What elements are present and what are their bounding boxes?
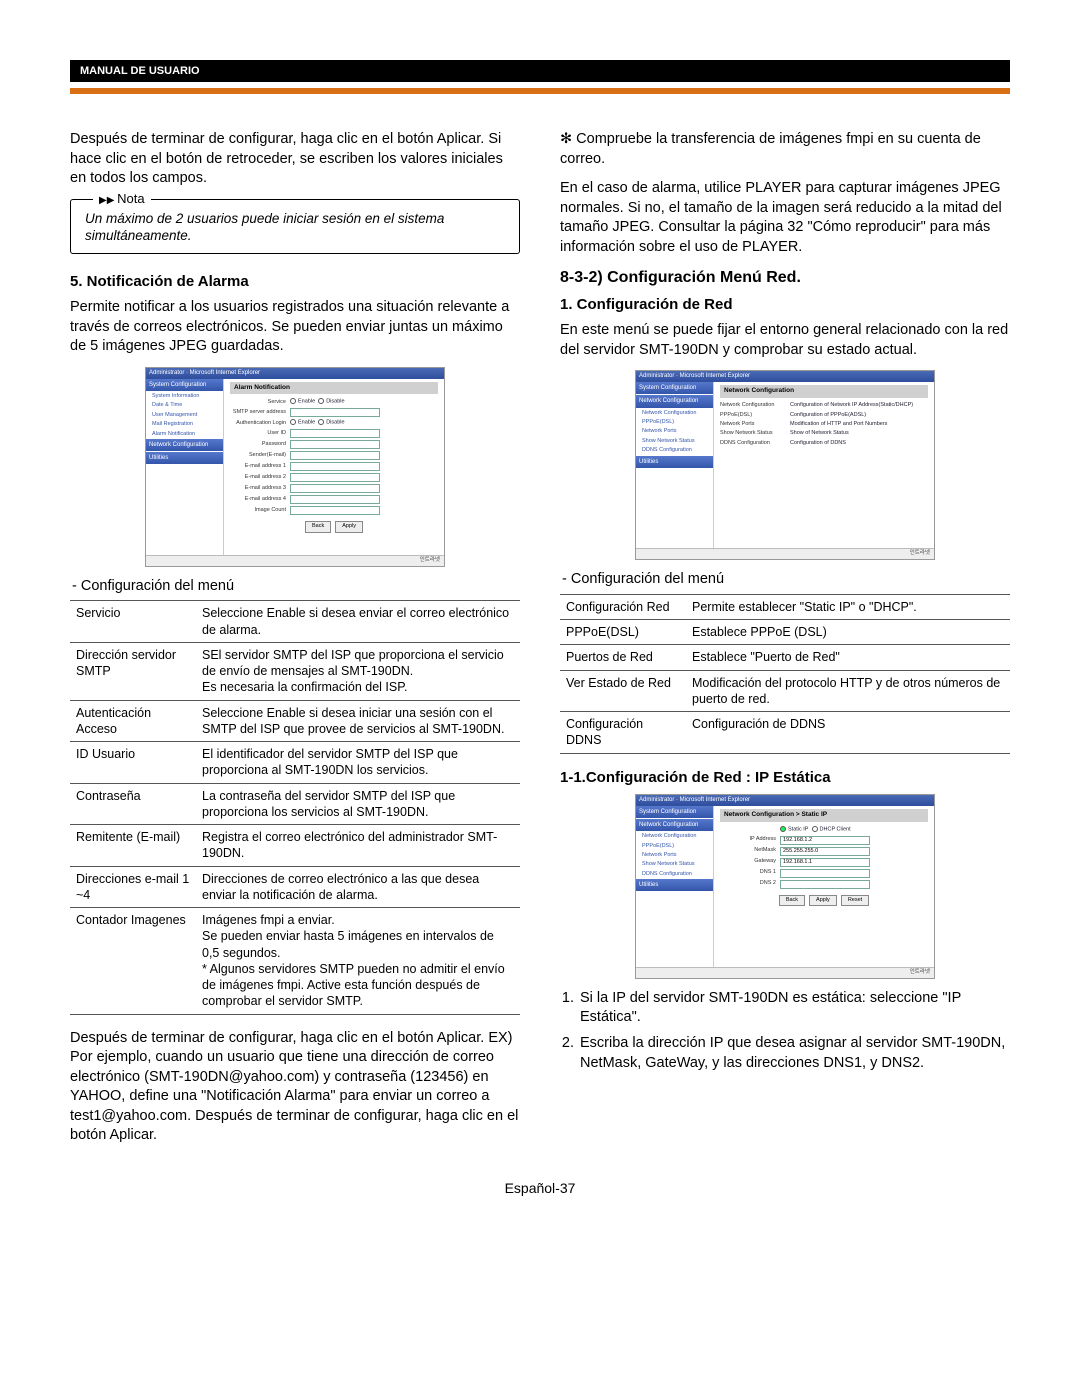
screenshot-alarm: Administrator · Microsoft Internet Explo… xyxy=(145,367,445,567)
heading-r1: 1. Configuración de Red xyxy=(560,295,1010,315)
right-star: ✻ Compruebe la transferencia de imágenes… xyxy=(560,130,1010,169)
heading-5: 5. Notificación de Alarma xyxy=(70,272,520,292)
alarm-config-table: ServicioSeleccione Enable si desea envia… xyxy=(70,600,520,1014)
left-p1: Después de terminar de configurar, haga … xyxy=(70,130,520,189)
cfg-menu-label-left: - Configuración del menú xyxy=(72,577,520,597)
header-tab: MANUAL DE USUARIO xyxy=(70,62,210,80)
note-label: Nota xyxy=(93,191,151,208)
cfg-menu-label-right: - Configuración del menú xyxy=(562,570,1010,590)
right-column: ✻ Compruebe la transferencia de imágenes… xyxy=(560,130,1010,1156)
left-p2: Permite notificar a los usuarios registr… xyxy=(70,298,520,357)
step-2: Escriba la dirección IP que desea asigna… xyxy=(578,1034,1010,1073)
heading-11: 1-1.Configuración de Red : IP Estática xyxy=(560,768,1010,788)
left-column: Después de terminar de configurar, haga … xyxy=(70,130,520,1156)
right-p2: En este menú se puede fijar el entorno g… xyxy=(560,321,1010,360)
screenshot-staticip: Administrator · Microsoft Internet Explo… xyxy=(635,794,935,979)
left-p3: Después de terminar de configurar, haga … xyxy=(70,1029,520,1146)
note-box: Nota Un máximo de 2 usuarios puede inici… xyxy=(70,199,520,254)
page-number: Español-37 xyxy=(70,1180,1010,1196)
orange-divider xyxy=(70,88,1010,94)
header-bar: MANUAL DE USUARIO xyxy=(70,60,1010,82)
note-text: Un máximo de 2 usuarios puede iniciar se… xyxy=(85,211,444,244)
step-1: Si la IP del servidor SMT-190DN es estát… xyxy=(578,989,1010,1028)
network-config-table: Configuración RedPermite establecer "Sta… xyxy=(560,594,1010,754)
heading-832: 8-3-2) Configuración Menú Red. xyxy=(560,267,1010,289)
static-ip-steps: Si la IP del servidor SMT-190DN es estát… xyxy=(578,989,1010,1073)
screenshot-netcfg: Administrator · Microsoft Internet Explo… xyxy=(635,370,935,560)
right-p1: En el caso de alarma, utilice PLAYER par… xyxy=(560,179,1010,257)
